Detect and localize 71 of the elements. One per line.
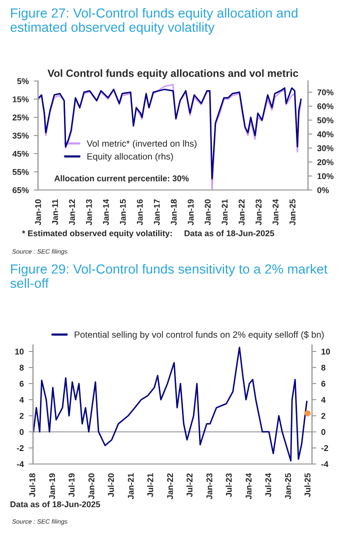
legend-label: Equity allocation (rhs) <box>87 153 173 162</box>
x-tick-label: Jul-18 <box>29 473 36 497</box>
y-tick-label: -2 <box>16 445 24 451</box>
x-tick-label: Jan-24 <box>272 199 278 226</box>
y2-tick-label: 30% <box>317 145 334 152</box>
x-tick-label: Jan-25 <box>285 473 291 500</box>
y2-tick-label: 0% <box>317 187 329 194</box>
y2-tick-label: 6 <box>321 380 326 387</box>
x-tick-label: Jul-25 <box>304 473 310 497</box>
x-tick-label: Jul-19 <box>68 473 75 497</box>
x-tick-label: Jan-21 <box>222 199 228 226</box>
legend-label: Potential selling by vol control funds on 2% equity selloff ($ bn) <box>74 331 324 340</box>
chart-title: Figure 27: Vol-Control funds equity allocation and estimated observed equity volatility <box>10 8 298 35</box>
x-tick-label: Jan-22 <box>238 199 245 226</box>
y2-tick-label: 10% <box>318 173 334 180</box>
y2-tick-label: 10 <box>322 348 330 355</box>
y-tick-label: 55% <box>12 169 29 175</box>
x-tick-label: Jan-20 <box>88 473 94 500</box>
y2-tick-label: -4 <box>321 461 328 468</box>
y2-tick-label: 40% <box>317 131 334 138</box>
x-tick-label: Jan-21 <box>128 473 134 500</box>
x-tick-label: Jul-22 <box>186 473 192 497</box>
x-tick-label: Jan-23 <box>206 473 212 500</box>
y2-tick-label: -2 <box>321 445 328 451</box>
x-tick-label: Jul-21 <box>147 473 154 497</box>
x-tick-label: Jan-15 <box>120 199 126 226</box>
x-tick-label: Jan-17 <box>154 199 160 226</box>
x-tick-label: Jul-20 <box>108 473 114 497</box>
x-tick-label: Jan-12 <box>69 199 75 226</box>
y-tick-label: 35% <box>12 132 29 139</box>
x-tick-label: Jan-23 <box>256 199 262 226</box>
x-tick-label: Jan-10 <box>35 199 42 226</box>
annotation: Allocation current percentile: 30% <box>54 175 189 183</box>
y-tick-label: 5% <box>17 78 29 84</box>
chart-subtitle: Vol Control funds equity allocations and vol metric <box>48 69 298 79</box>
y2-tick-label: 4 <box>321 396 326 403</box>
y-tick-label: -4 <box>16 461 24 468</box>
y-tick-label: 0 <box>20 429 24 435</box>
y2-tick-label: 60% <box>317 103 334 110</box>
x-tick-label: Jan-25 <box>290 199 296 226</box>
x-tick-label: Jan-18 <box>170 199 177 226</box>
y2-tick-label: 8 <box>321 364 326 371</box>
x-tick-label: Jan-13 <box>86 199 92 226</box>
y-tick-label: 8 <box>20 364 24 371</box>
y-tick-label: 4 <box>19 396 24 403</box>
text: * Estimated observed equity volatility: Data as of 18-Jun-2025 <box>22 230 274 238</box>
y-tick-label: 45% <box>12 150 29 157</box>
x-tick-label: Jan-22 <box>167 473 174 500</box>
x-tick-label: Jan-14 <box>103 199 109 226</box>
x-tick-label: Jul-24 <box>265 473 272 497</box>
text: Data as of 18-Jun-2025 <box>10 501 100 508</box>
x-tick-label: Jan-24 <box>246 473 252 500</box>
y-tick-label: 6 <box>20 380 24 387</box>
x-tick-label: Jan-19 <box>188 199 194 226</box>
y2-tick-label: 70% <box>317 89 334 96</box>
y-tick-label: 2 <box>20 412 24 419</box>
x-tick-label: Jan-11 <box>52 199 58 225</box>
y2-tick-label: 20% <box>317 159 334 166</box>
x-tick-label: Jan-16 <box>136 199 143 226</box>
x-tick-label: Jul-23 <box>226 473 232 497</box>
y2-tick-label: 0 <box>321 429 326 435</box>
y-tick-label: 10 <box>15 348 24 355</box>
y2-tick-label: 50% <box>317 117 334 124</box>
legend-label: Vol metric* (inverted on lhs) <box>86 140 197 148</box>
y-tick-label: 25% <box>12 114 29 120</box>
y2-tick-label: 2 <box>321 412 326 419</box>
y-tick-label: 15% <box>12 96 29 102</box>
x-tick-label: Jan-20 <box>204 199 211 226</box>
chart-title: Figure 29: Vol-Control funds sensitivity to a 2% market sell-off <box>10 264 328 288</box>
y-tick-label: 65% <box>12 187 29 194</box>
x-tick-label: Jan-19 <box>49 473 56 500</box>
